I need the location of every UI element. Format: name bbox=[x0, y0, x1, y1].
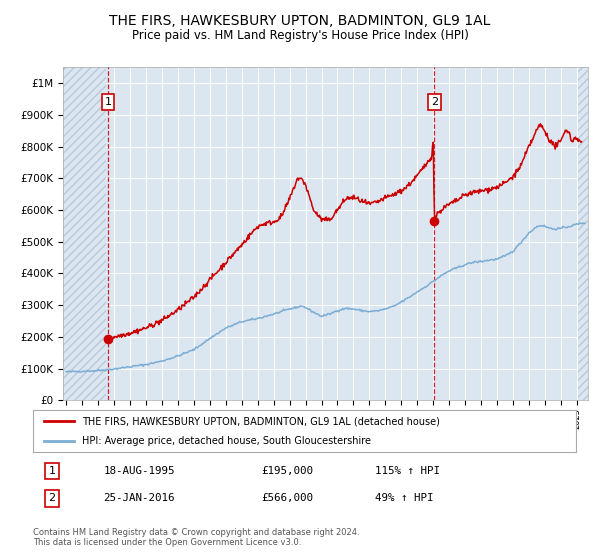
Text: 1: 1 bbox=[104, 97, 112, 107]
Text: HPI: Average price, detached house, South Gloucestershire: HPI: Average price, detached house, Sout… bbox=[82, 436, 371, 446]
Text: 49% ↑ HPI: 49% ↑ HPI bbox=[375, 493, 434, 503]
Text: 2: 2 bbox=[431, 97, 438, 107]
Text: 1: 1 bbox=[49, 466, 56, 476]
Text: 2: 2 bbox=[49, 493, 56, 503]
Bar bbox=[578, 67, 588, 400]
Bar bbox=[63, 67, 106, 400]
Text: 25-JAN-2016: 25-JAN-2016 bbox=[104, 493, 175, 503]
Text: Contains HM Land Registry data © Crown copyright and database right 2024.
This d: Contains HM Land Registry data © Crown c… bbox=[33, 528, 359, 547]
Text: THE FIRS, HAWKESBURY UPTON, BADMINTON, GL9 1AL (detached house): THE FIRS, HAWKESBURY UPTON, BADMINTON, G… bbox=[82, 416, 440, 426]
Text: £195,000: £195,000 bbox=[261, 466, 313, 476]
Text: THE FIRS, HAWKESBURY UPTON, BADMINTON, GL9 1AL: THE FIRS, HAWKESBURY UPTON, BADMINTON, G… bbox=[109, 14, 491, 28]
Text: £566,000: £566,000 bbox=[261, 493, 313, 503]
Text: Price paid vs. HM Land Registry's House Price Index (HPI): Price paid vs. HM Land Registry's House … bbox=[131, 29, 469, 42]
Text: 115% ↑ HPI: 115% ↑ HPI bbox=[375, 466, 440, 476]
Text: 18-AUG-1995: 18-AUG-1995 bbox=[104, 466, 175, 476]
